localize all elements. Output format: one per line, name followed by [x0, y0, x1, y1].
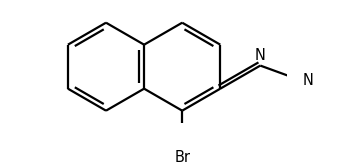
Text: N: N — [255, 48, 266, 63]
Text: Br: Br — [174, 150, 190, 165]
Text: N: N — [303, 73, 314, 88]
